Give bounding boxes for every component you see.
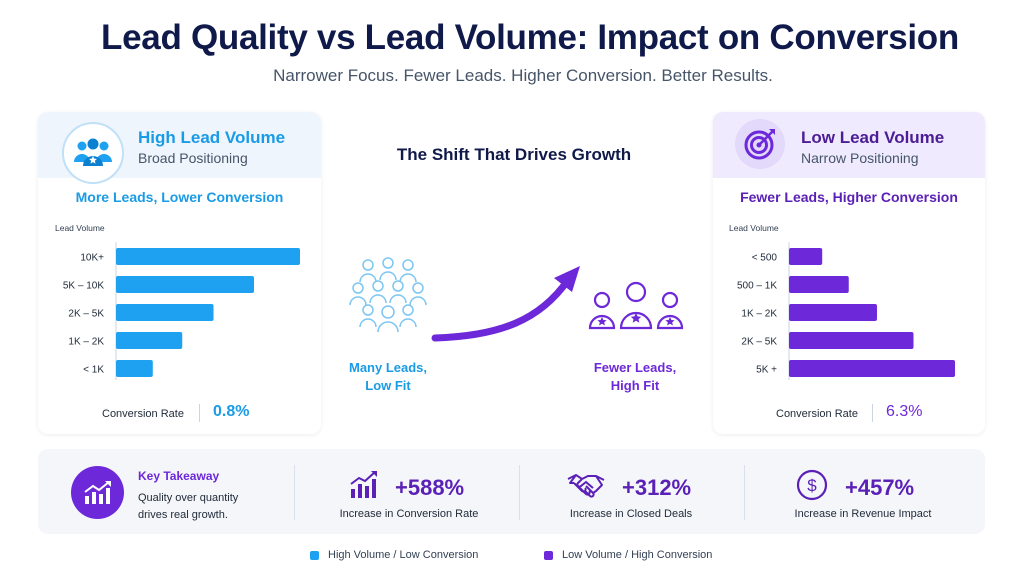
- high-volume-panel: High Lead Volume Broad Positioning More …: [38, 112, 321, 434]
- growth-arrow: [431, 276, 572, 342]
- low-volume-bar: [789, 332, 914, 349]
- low-volume-tick-label: 2K – 5K: [741, 337, 777, 348]
- high-volume-panel-header: High Lead Volume Broad Positioning: [38, 112, 321, 184]
- summary-divider: [519, 465, 520, 520]
- legend-label: High Volume / Low Conversion: [328, 549, 479, 561]
- low-volume-bar: [789, 276, 849, 293]
- takeaway-line2: drives real growth.: [138, 509, 228, 521]
- people-group-icon: [62, 122, 124, 184]
- left-axis-title: Lead Volume: [55, 223, 105, 233]
- stat-revenue-value: +457%: [845, 475, 915, 500]
- high-volume-tagline: More Leads, Lower Conversion: [75, 189, 284, 205]
- many-leads-label-line1: Many Leads,: [348, 360, 428, 375]
- low-volume-bar: [789, 360, 955, 377]
- low-volume-panel: Low Lead Volume Narrow Positioning Fewer…: [713, 112, 985, 434]
- fewer-leads-icon: [588, 281, 684, 330]
- high-volume-tick-label: 10K+: [80, 253, 104, 264]
- right-axis-title: Lead Volume: [729, 223, 779, 233]
- high-volume-bar: [116, 332, 183, 349]
- fewer-leads-label-line1: Fewer Leads,: [593, 360, 677, 375]
- low-volume-panel-header: Low Lead Volume Narrow Positioning: [713, 112, 985, 178]
- bar-growth-icon: [71, 466, 124, 519]
- right-conversion-label: Conversion Rate: [776, 408, 858, 420]
- high-volume-title: High Lead Volume: [138, 128, 286, 147]
- bar-growth-icon: [350, 471, 377, 498]
- low-volume-bar: [789, 248, 823, 265]
- svg-text:$: $: [807, 476, 817, 495]
- many-leads-label: Many Leads, Low Fit: [338, 359, 438, 395]
- dollar-icon: $: [796, 469, 828, 501]
- summary-bar: Key Takeaway Quality over quantity drive…: [38, 449, 985, 534]
- high-volume-bar: [116, 276, 254, 293]
- low-volume-title: Low Lead Volume: [801, 128, 945, 147]
- low-volume-bar-chart: < 500 500 – 1K 1K – 2K 2K – 5K 5K +: [737, 242, 955, 380]
- handshake-icon: [567, 473, 605, 498]
- high-volume-bar: [116, 304, 214, 321]
- arrow-head: [554, 266, 580, 292]
- right-conversion-value: 6.3%: [886, 403, 923, 420]
- page-title: Lead Quality vs Lead Volume: Impact on C…: [101, 18, 959, 57]
- left-conversion-divider: [199, 404, 200, 422]
- low-volume-tick-label: 1K – 2K: [741, 309, 777, 320]
- high-volume-bar: [116, 360, 153, 377]
- stat-conversion-value: +588%: [395, 475, 465, 500]
- fewer-leads-label-line2: High Fit: [610, 378, 660, 393]
- legend-item-high-volume: High Volume / Low Conversion: [310, 549, 478, 561]
- high-volume-tick-label: < 1K: [83, 365, 104, 376]
- low-volume-subtitle: Narrow Positioning: [801, 150, 919, 166]
- takeaway-line1: Quality over quantity: [138, 492, 239, 504]
- high-volume-subtitle: Broad Positioning: [138, 150, 248, 166]
- high-volume-tick-label: 5K – 10K: [63, 281, 104, 292]
- right-conversion-divider: [872, 404, 873, 422]
- target-icon: [735, 119, 785, 169]
- low-volume-tick-label: < 500: [752, 253, 778, 264]
- takeaway-text: Quality over quantity drives real growth…: [138, 490, 278, 524]
- low-volume-tick-label: 500 – 1K: [737, 281, 777, 292]
- many-leads-icon: [349, 257, 427, 333]
- left-conversion-label: Conversion Rate: [102, 408, 184, 420]
- high-volume-bar-chart: 10K+ 5K – 10K 2K – 5K 1K – 2K < 1K: [63, 242, 300, 380]
- shift-title: The Shift That Drives Growth: [396, 145, 632, 164]
- legend-swatch-purple: [544, 550, 553, 560]
- stat-revenue-label: Increase in Revenue Impact: [794, 508, 932, 520]
- high-volume-tick-label: 2K – 5K: [68, 309, 104, 320]
- summary-divider: [294, 465, 295, 520]
- low-volume-tick-label: 5K +: [756, 365, 777, 376]
- legend-label: Low Volume / High Conversion: [562, 549, 713, 561]
- stat-conversion-label: Increase in Conversion Rate: [339, 508, 479, 520]
- left-conversion-value: 0.8%: [213, 403, 250, 420]
- takeaway-title: Key Takeaway: [138, 469, 220, 483]
- high-volume-bar: [116, 248, 300, 265]
- shift-illustration: [349, 257, 684, 342]
- summary-divider: [744, 465, 745, 520]
- high-volume-tick-label: 1K – 2K: [68, 337, 104, 348]
- low-volume-bar: [789, 304, 877, 321]
- low-volume-tagline: Fewer Leads, Higher Conversion: [740, 189, 958, 205]
- many-leads-label-line2: Low Fit: [365, 378, 411, 393]
- stat-deals-value: +312%: [622, 475, 692, 500]
- legend-swatch-blue: [310, 550, 319, 560]
- stat-deals-label: Increase in Closed Deals: [569, 508, 693, 520]
- legend-item-low-volume: Low Volume / High Conversion: [544, 549, 712, 561]
- page-subtitle: Narrower Focus. Fewer Leads. Higher Conv…: [273, 66, 773, 85]
- fewer-leads-label: Fewer Leads, High Fit: [585, 359, 685, 395]
